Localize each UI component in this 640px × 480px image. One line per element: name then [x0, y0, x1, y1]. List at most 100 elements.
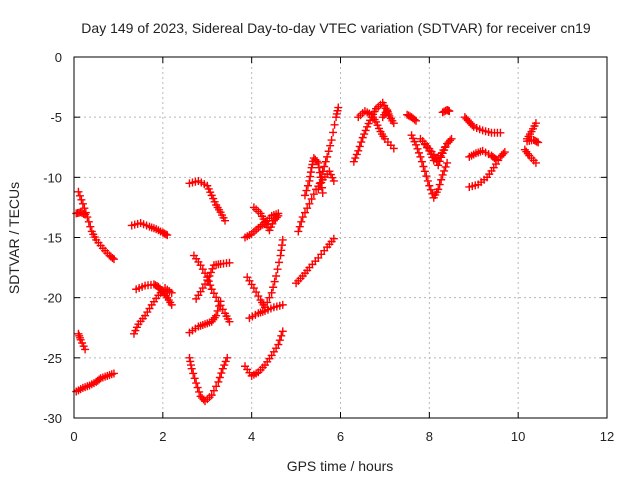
plot-frame: [73, 56, 608, 419]
data-point-marker: [443, 158, 452, 167]
data-point-marker: [79, 209, 88, 218]
data-point-marker: [206, 268, 215, 277]
data-point-marker: [412, 116, 421, 125]
data-point-marker: [109, 255, 118, 264]
series-arc-7: [129, 284, 176, 338]
data-point-marker: [447, 134, 456, 143]
data-point-marker: [412, 140, 421, 149]
data-point-marker: [209, 386, 218, 395]
data-point-marker: [434, 161, 443, 170]
series-arc-1: [74, 187, 118, 264]
series-arc-24: [378, 105, 398, 128]
series-arc-26: [407, 131, 452, 202]
data-point-marker: [86, 222, 95, 231]
x-tick-label: 0: [70, 429, 77, 444]
data-point-marker: [84, 217, 93, 226]
x-tick-label: 2: [159, 429, 166, 444]
data-point-marker: [221, 357, 230, 366]
data-point-marker: [305, 176, 314, 185]
data-point-marker: [277, 331, 286, 340]
series-arc-29: [438, 105, 454, 117]
data-point-marker: [189, 369, 198, 378]
data-point-marker: [329, 176, 338, 185]
series-arc-11: [185, 297, 225, 337]
data-point-marker: [360, 130, 369, 139]
series-arc-34: [520, 145, 540, 167]
data-point-marker: [274, 211, 283, 220]
data-point-marker: [205, 272, 214, 281]
series-arc-18: [292, 234, 338, 288]
series-arc-30: [460, 113, 505, 137]
data-point-marker: [323, 152, 332, 161]
data-point-marker: [307, 194, 316, 203]
data-point-marker: [201, 269, 210, 278]
data-point-marker: [254, 292, 263, 301]
data-point-marker: [446, 136, 455, 145]
series-arc-23: [354, 107, 398, 153]
series-arc-25: [403, 110, 421, 125]
data-point-marker: [440, 166, 449, 175]
data-point-marker: [334, 103, 343, 112]
series-arc-10: [192, 258, 234, 303]
data-point-marker: [294, 227, 303, 236]
data-point-marker: [208, 264, 217, 273]
data-point-marker: [109, 369, 118, 378]
data-point-marker: [277, 246, 286, 255]
series-arc-2: [72, 208, 90, 219]
data-point-marker: [207, 391, 216, 400]
data-point-marker: [441, 162, 450, 171]
data-point-marker: [269, 283, 278, 292]
data-point-marker: [435, 180, 444, 189]
data-point-marker: [274, 340, 283, 349]
data-point-marker: [275, 336, 284, 345]
data-point-marker: [320, 162, 329, 171]
data-point-marker: [265, 293, 274, 302]
y-axis-label: SDTVAR / TECUs: [6, 182, 22, 294]
data-point-marker: [225, 258, 234, 267]
data-point-marker: [329, 128, 338, 137]
data-point-marker: [81, 210, 90, 219]
data-point-marker: [317, 183, 326, 192]
data-point-marker: [209, 289, 218, 298]
data-point-marker: [276, 251, 285, 260]
data-point-marker: [534, 138, 543, 147]
data-point-marker: [532, 137, 541, 146]
data-point-marker: [272, 272, 281, 281]
series-arc-22: [349, 98, 392, 166]
series-arc-15: [243, 235, 287, 312]
data-point-marker: [220, 361, 229, 370]
data-point-marker: [272, 213, 281, 222]
data-point-marker: [414, 148, 423, 157]
data-point-marker: [267, 288, 276, 297]
data-point-marker: [410, 115, 419, 124]
data-point-marker: [420, 167, 429, 176]
data-point-marker: [438, 170, 447, 179]
x-tick-label: 10: [511, 429, 525, 444]
data-point-marker: [413, 144, 422, 153]
series-arc-12: [185, 353, 232, 406]
data-point-marker: [190, 374, 199, 383]
data-point-marker: [75, 331, 84, 340]
data-point-marker: [78, 199, 87, 208]
data-point-marker: [215, 302, 224, 311]
data-point-marker: [201, 280, 210, 289]
data-point-marker: [77, 195, 86, 204]
data-point-marker: [186, 357, 195, 366]
data-point-marker: [468, 121, 477, 130]
data-point-marker: [298, 213, 307, 222]
data-point-marker: [278, 327, 287, 336]
x-tick-label: 8: [426, 429, 433, 444]
data-point-marker: [324, 147, 333, 156]
data-point-marker: [203, 276, 212, 285]
data-point-marker: [357, 138, 366, 147]
data-point-marker: [300, 191, 309, 200]
data-point-marker: [212, 293, 221, 302]
data-point-marker: [74, 187, 83, 196]
data-point-marker: [434, 185, 443, 194]
data-point-marker: [185, 353, 194, 362]
data-point-marker: [278, 300, 287, 309]
data-point-marker: [275, 258, 284, 267]
data-point-marker: [295, 222, 304, 231]
series-arc-13: [241, 209, 283, 242]
